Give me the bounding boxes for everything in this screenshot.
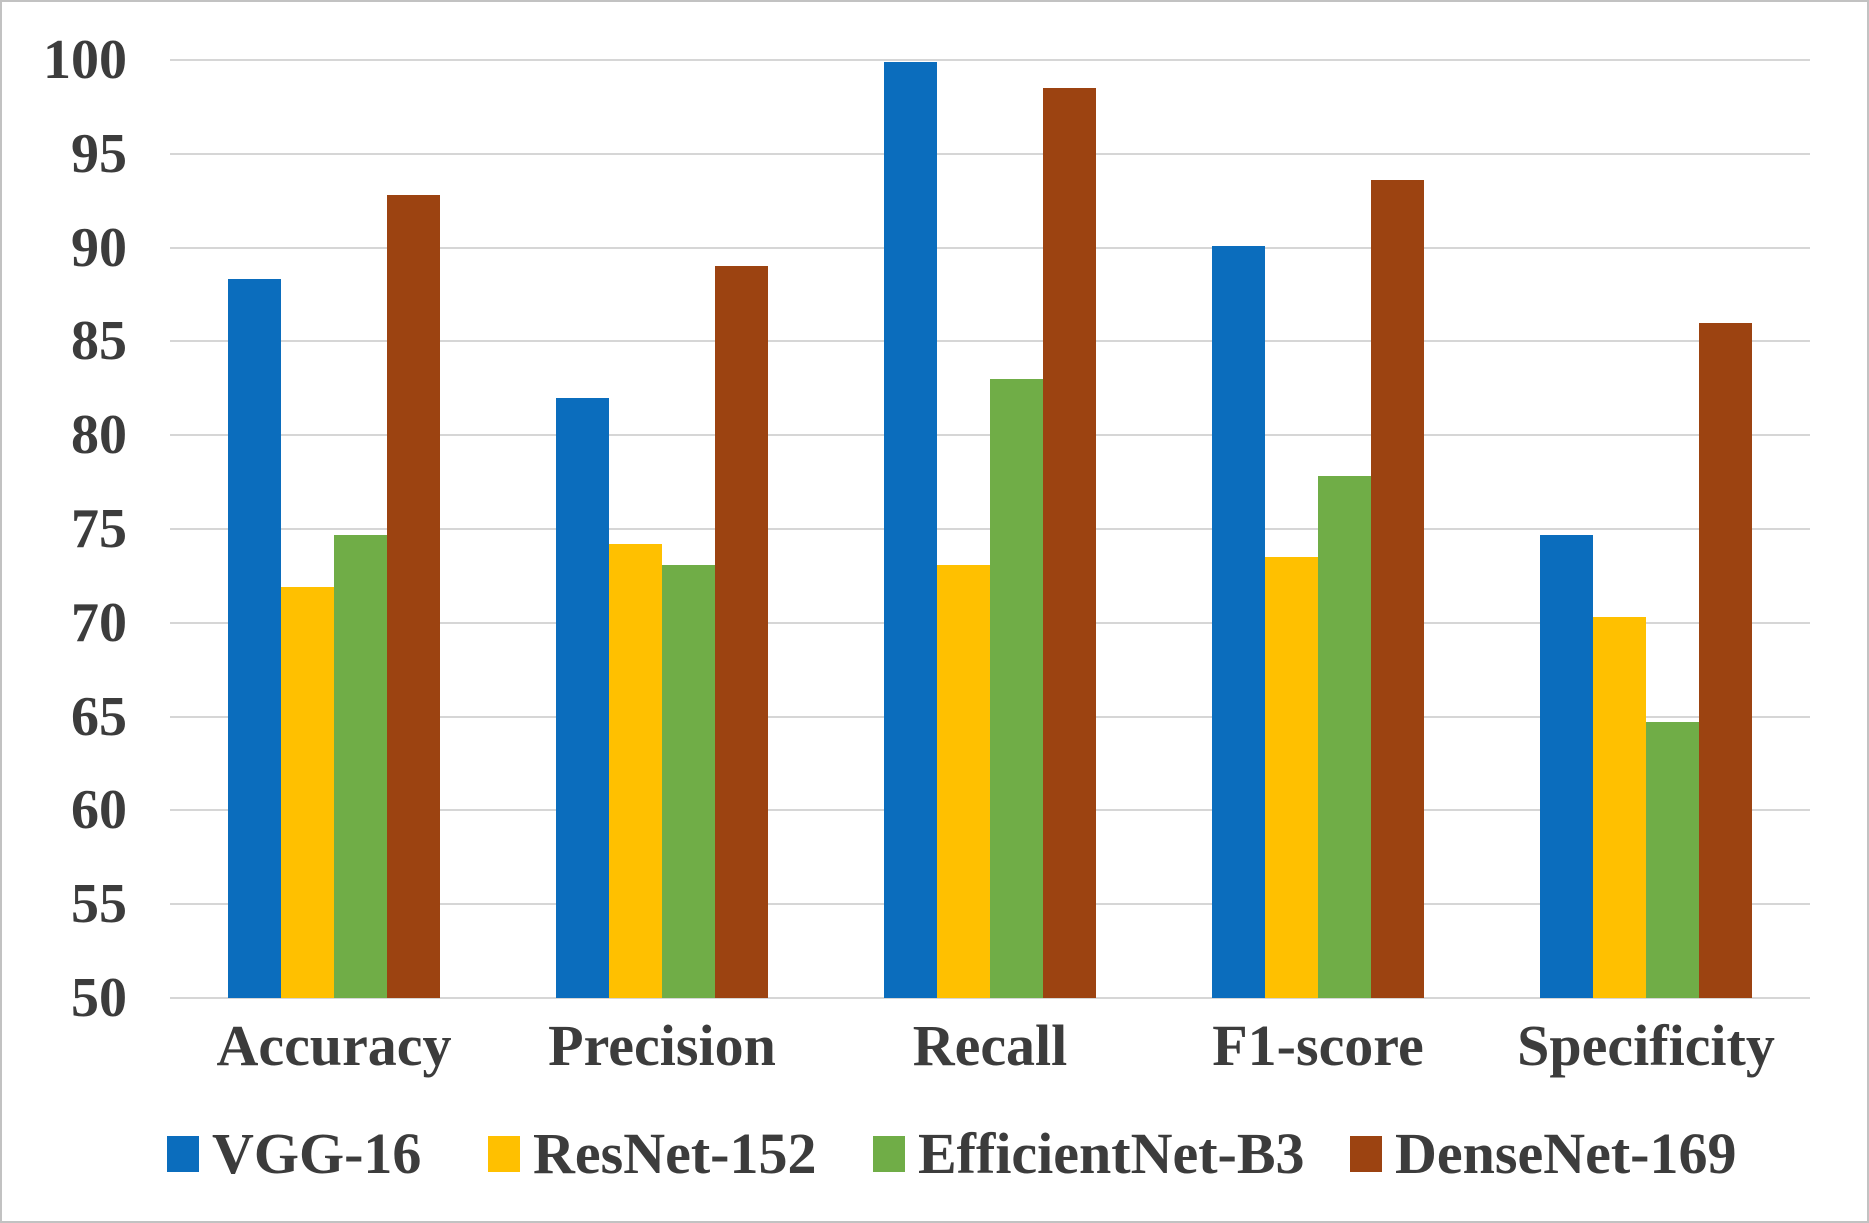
y-tick-label-95: 95 <box>71 122 127 185</box>
gridline-85 <box>170 340 1810 343</box>
bar-efficientnet-b3-specificity <box>1646 722 1699 998</box>
legend-swatch-icon <box>1350 1136 1382 1172</box>
y-tick-label-85: 85 <box>71 310 127 373</box>
legend-label: EfficientNet-B3 <box>918 1121 1305 1186</box>
category-label-accuracy: Accuracy <box>216 1013 452 1078</box>
legend-swatch-icon <box>873 1136 905 1172</box>
bar-densenet-169-accuracy <box>387 195 440 998</box>
y-tick-label-80: 80 <box>71 404 127 467</box>
bar-resnet-152-recall <box>937 564 990 998</box>
category-label-specificity: Specificity <box>1517 1013 1775 1078</box>
legend-item-efficientnet-b3: EfficientNet-B3 <box>873 1124 1305 1184</box>
gridline-50 <box>170 997 1810 999</box>
y-tick-label-65: 65 <box>71 685 127 748</box>
bar-efficientnet-b3-accuracy <box>334 534 387 998</box>
y-tick-label-75: 75 <box>71 498 127 560</box>
bar-densenet-169-precision <box>715 266 768 998</box>
y-tick-label-70: 70 <box>71 591 127 654</box>
legend-item-resnet-152: ResNet-152 <box>488 1124 816 1184</box>
y-tick-label-60: 60 <box>71 779 127 842</box>
bar-resnet-152-accuracy <box>281 587 334 998</box>
legend-label: ResNet-152 <box>533 1121 817 1186</box>
bar-efficientnet-b3-f1-score <box>1318 476 1371 998</box>
legend-item-densenet-169: DenseNet-169 <box>1350 1124 1736 1184</box>
category-label-recall: Recall <box>912 1013 1068 1078</box>
bar-densenet-169-specificity <box>1699 322 1752 998</box>
bar-efficientnet-b3-recall <box>990 378 1043 998</box>
y-tick-label-50: 50 <box>71 967 127 1029</box>
bar-vgg-16-accuracy <box>228 279 281 998</box>
gridline-95 <box>170 152 1810 155</box>
bar-vgg-16-recall <box>884 61 937 998</box>
bar-densenet-169-recall <box>1043 88 1096 998</box>
bar-densenet-169-f1-score <box>1371 180 1424 998</box>
legend-item-vgg-16: VGG-16 <box>167 1124 421 1184</box>
bar-efficientnet-b3-precision <box>662 564 715 998</box>
bar-resnet-152-precision <box>609 544 662 998</box>
bar-resnet-152-f1-score <box>1265 557 1318 998</box>
y-tick-label-55: 55 <box>71 873 127 936</box>
legend-label: DenseNet-169 <box>1395 1121 1737 1186</box>
y-tick-label-90: 90 <box>71 216 127 279</box>
category-label-precision: Precision <box>548 1013 776 1078</box>
y-tick-label-100: 100 <box>43 29 127 91</box>
legend-swatch-icon <box>167 1136 199 1172</box>
bar-vgg-16-precision <box>556 397 609 998</box>
bar-vgg-16-specificity <box>1540 534 1593 998</box>
bar-vgg-16-f1-score <box>1212 245 1265 998</box>
gridline-100 <box>170 59 1810 61</box>
gridline-90 <box>170 246 1810 249</box>
bar-resnet-152-specificity <box>1593 617 1646 998</box>
category-label-f1-score: F1-score <box>1212 1013 1424 1078</box>
legend-swatch-icon <box>488 1136 520 1172</box>
legend-label: VGG-16 <box>212 1121 422 1186</box>
